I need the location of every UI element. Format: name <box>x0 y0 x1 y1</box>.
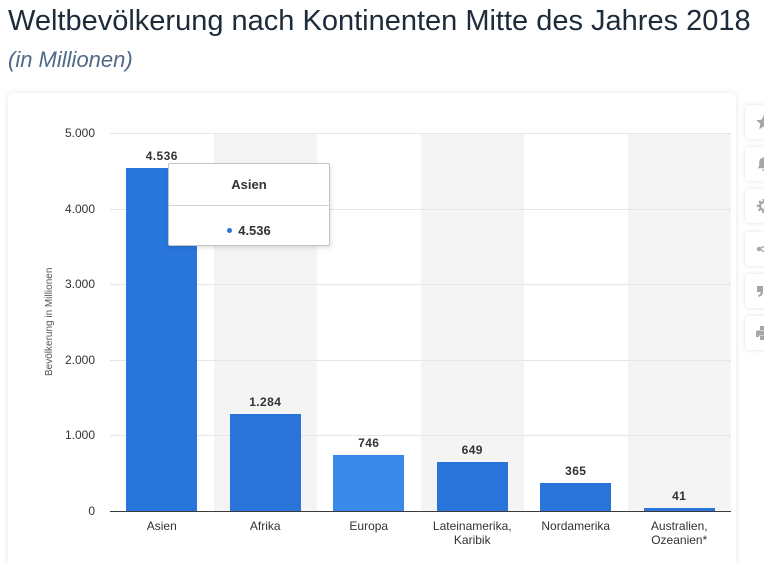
bar-nordamerika[interactable] <box>540 483 612 511</box>
star-icon <box>756 114 764 130</box>
bar-europa[interactable] <box>333 454 405 511</box>
y-gridline-4000 <box>110 208 731 210</box>
y-gridline-3000 <box>110 284 731 286</box>
bar-chart: Bevölkerung in Millionen 0 1.000 2.000 3.00… <box>8 93 736 563</box>
y-tick-label-2000: 2.000 <box>64 352 95 367</box>
tooltip-value: 4.536 <box>238 223 271 238</box>
data-label-australien-ozeanien: 41 <box>672 488 687 503</box>
y-gridline-1000 <box>110 435 731 437</box>
gear-icon <box>756 198 764 214</box>
y-tick-label-1000: 1.000 <box>64 428 95 443</box>
x-axis-label-europa: Europa <box>349 519 389 533</box>
y-axis-title: Bevölkerung in Millionen <box>44 267 55 377</box>
tooltip-value-row: 4.536 <box>169 206 329 245</box>
x-axis-label-afrika: Afrika <box>249 519 281 533</box>
x-axis-label-nordamerika: Nordamerika <box>541 519 611 533</box>
data-label-nordamerika: 365 <box>565 464 587 479</box>
favorite-button[interactable] <box>745 105 764 139</box>
tooltip-series-bullet <box>227 228 233 234</box>
data-label-asien: 4.536 <box>145 149 178 164</box>
print-button[interactable] <box>745 316 764 350</box>
cite-button[interactable] <box>745 274 764 308</box>
plot-band-australien-ozeanien <box>627 133 731 511</box>
x-axis-label-asien: Asien <box>146 519 177 533</box>
y-tick-label-3000: 3.000 <box>64 277 95 292</box>
chart-toolbar <box>745 105 764 350</box>
page-title: Weltbevölkerung nach Kontinenten Mitte d… <box>8 5 751 37</box>
share-button[interactable] <box>745 232 764 266</box>
quote-icon <box>757 286 763 297</box>
y-tick-label-4000: 4.000 <box>64 201 95 216</box>
plot-band-lateinamerika-karibik <box>420 133 524 511</box>
x-axis-label-lateinamerika-karibik: Lateinamerika, Karibik <box>432 519 512 547</box>
notifications-button[interactable] <box>745 147 764 181</box>
bar-lateinamerika-karibik[interactable] <box>436 461 508 511</box>
data-label-afrika: 1.284 <box>249 394 282 409</box>
page-subtitle: (in Millionen) <box>8 47 133 72</box>
y-tick-label-0: 0 <box>88 504 95 518</box>
bar-australien-ozeanien[interactable] <box>643 507 715 511</box>
x-axis-label-australien-ozeanien: Australien, Ozeanien* <box>650 519 708 547</box>
tooltip-title: Asien <box>231 177 267 192</box>
data-label-lateinamerika-karibik: 649 <box>461 442 483 457</box>
tooltip-divider <box>169 205 329 206</box>
chart-tooltip: Asien 4.536 <box>168 163 330 246</box>
x-axis-line <box>110 511 731 512</box>
bar-afrika[interactable] <box>229 413 301 511</box>
bell-icon <box>757 157 764 172</box>
y-gridline-2000 <box>110 359 731 361</box>
print-icon <box>756 326 764 340</box>
data-label-europa: 746 <box>358 435 380 450</box>
y-tick-label-5000: 5.000 <box>64 126 95 140</box>
share-icon <box>756 245 764 253</box>
y-gridline-5000 <box>110 133 731 134</box>
settings-button[interactable] <box>745 189 764 223</box>
